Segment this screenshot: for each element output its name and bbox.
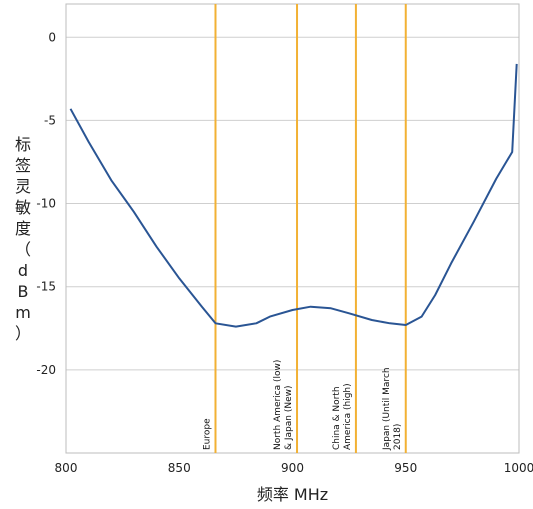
band-label: Europe — [202, 418, 212, 450]
tick-layer: 0 -5 -10 -15 -20 800 850 900 950 1000 — [36, 30, 533, 475]
band-label: North America (low) — [273, 360, 283, 450]
y-tick-label: -5 — [44, 113, 56, 127]
y-axis-title-char: ） — [15, 324, 31, 343]
y-tick-label: -20 — [36, 363, 56, 377]
x-tick-label: 1000 — [504, 461, 533, 475]
series-layer — [69, 63, 518, 328]
y-tick-label: -10 — [36, 197, 56, 211]
y-axis-title-char: （ — [15, 240, 31, 259]
y-tick-label: 0 — [48, 30, 56, 44]
x-tick-label: 950 — [394, 461, 417, 475]
y-axis-title-char: 灵 — [15, 177, 31, 196]
y-axis-title-char: 签 — [15, 156, 31, 175]
y-axis-title-char: m — [15, 303, 31, 322]
band-label: Japan (Until March — [382, 367, 392, 451]
y-axis-title-char: 标 — [15, 135, 31, 154]
band-label: China & North — [332, 386, 342, 450]
band-label: America (high) — [343, 383, 353, 450]
y-axis-title-char: d — [18, 261, 28, 280]
x-tick-label: 850 — [168, 461, 191, 475]
y-axis-title-char: 度 — [15, 219, 31, 238]
grid-layer — [66, 36, 519, 371]
y-axis-title-char: 敏 — [15, 198, 31, 217]
plot-border — [65, 3, 520, 454]
y-tick-label: -15 — [36, 280, 56, 294]
band-label: 2018) — [393, 424, 403, 450]
x-tick-label: 900 — [281, 461, 304, 475]
band-label: & Japan (New) — [284, 386, 294, 451]
x-axis-title: 频率 MHz — [257, 485, 328, 504]
band-layer: Europe North America (low) & Japan (New) Ch… — [202, 4, 407, 453]
x-tick-label: 800 — [55, 461, 78, 475]
sensitivity-line — [69, 63, 518, 328]
y-axis-title-char: B — [18, 282, 29, 301]
